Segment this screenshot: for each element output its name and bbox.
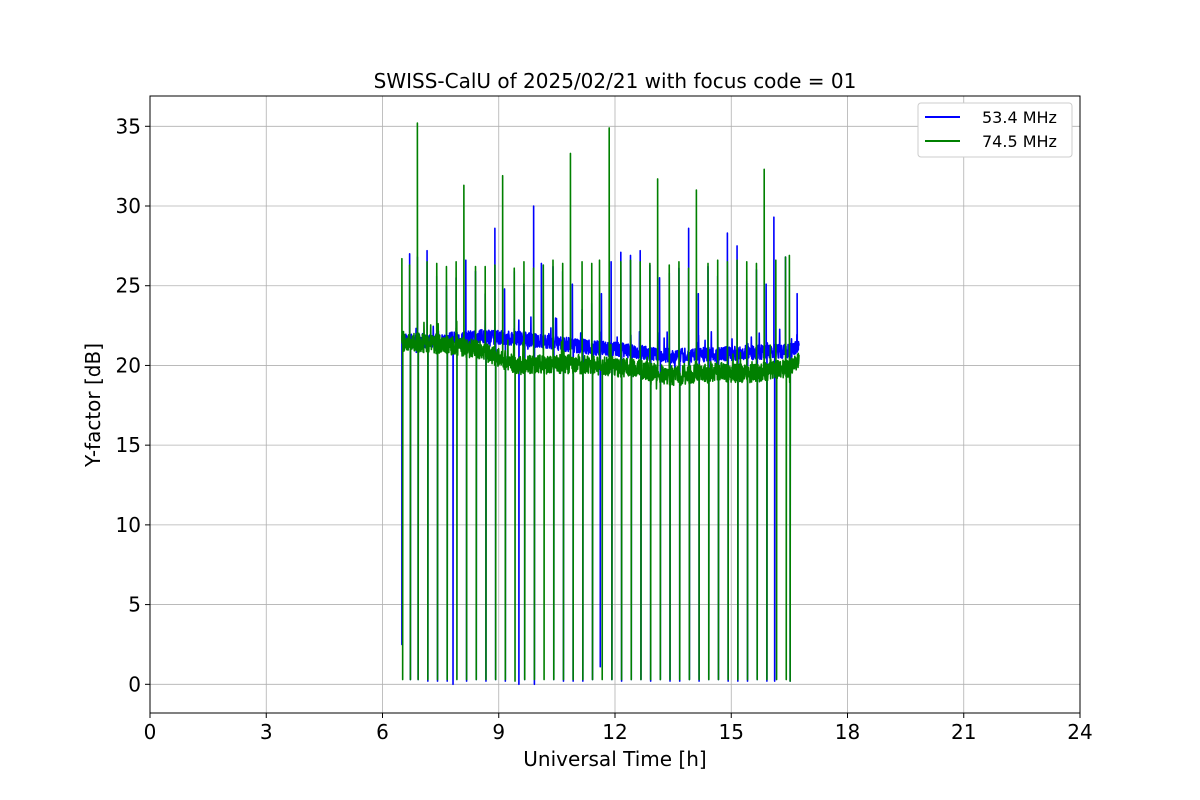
- y-tick-label: 20: [116, 353, 141, 377]
- x-tick-label: 12: [602, 720, 627, 744]
- x-tick-label: 15: [719, 720, 744, 744]
- y-tick-label: 30: [116, 194, 141, 218]
- y-axis-ticks: 0 5 10 15 20 25 30 35: [116, 114, 150, 696]
- chart-title: SWISS-CalU of 2025/02/21 with focus code…: [374, 69, 857, 93]
- y-axis-label: Y-factor [dB]: [81, 343, 105, 468]
- series-line-74-5-mhz: [401, 122, 800, 682]
- legend-label-53-4-mhz: 53.4 MHz: [982, 108, 1057, 127]
- y-tick-label: 25: [116, 274, 141, 298]
- x-tick-label: 3: [260, 720, 273, 744]
- series-layer: [401, 122, 800, 686]
- y-tick-label: 35: [116, 114, 141, 138]
- x-tick-label: 18: [835, 720, 860, 744]
- x-tick-label: 0: [144, 720, 157, 744]
- y-tick-label: 0: [128, 672, 141, 696]
- x-tick-label: 6: [376, 720, 389, 744]
- x-axis-label: Universal Time [h]: [523, 747, 706, 771]
- legend-label-74-5-mhz: 74.5 MHz: [982, 132, 1057, 151]
- y-tick-label: 5: [128, 593, 141, 617]
- legend: 53.4 MHz 74.5 MHz: [917, 102, 1073, 158]
- series-line-53-4-mhz: [401, 205, 800, 686]
- y-tick-label: 10: [116, 513, 141, 537]
- y-tick-label: 15: [116, 433, 141, 457]
- x-tick-label: 21: [951, 720, 976, 744]
- x-axis-ticks: 0 3 6 9 12 15 18 21 24: [144, 713, 1093, 744]
- x-tick-label: 24: [1067, 720, 1092, 744]
- x-tick-label: 9: [492, 720, 505, 744]
